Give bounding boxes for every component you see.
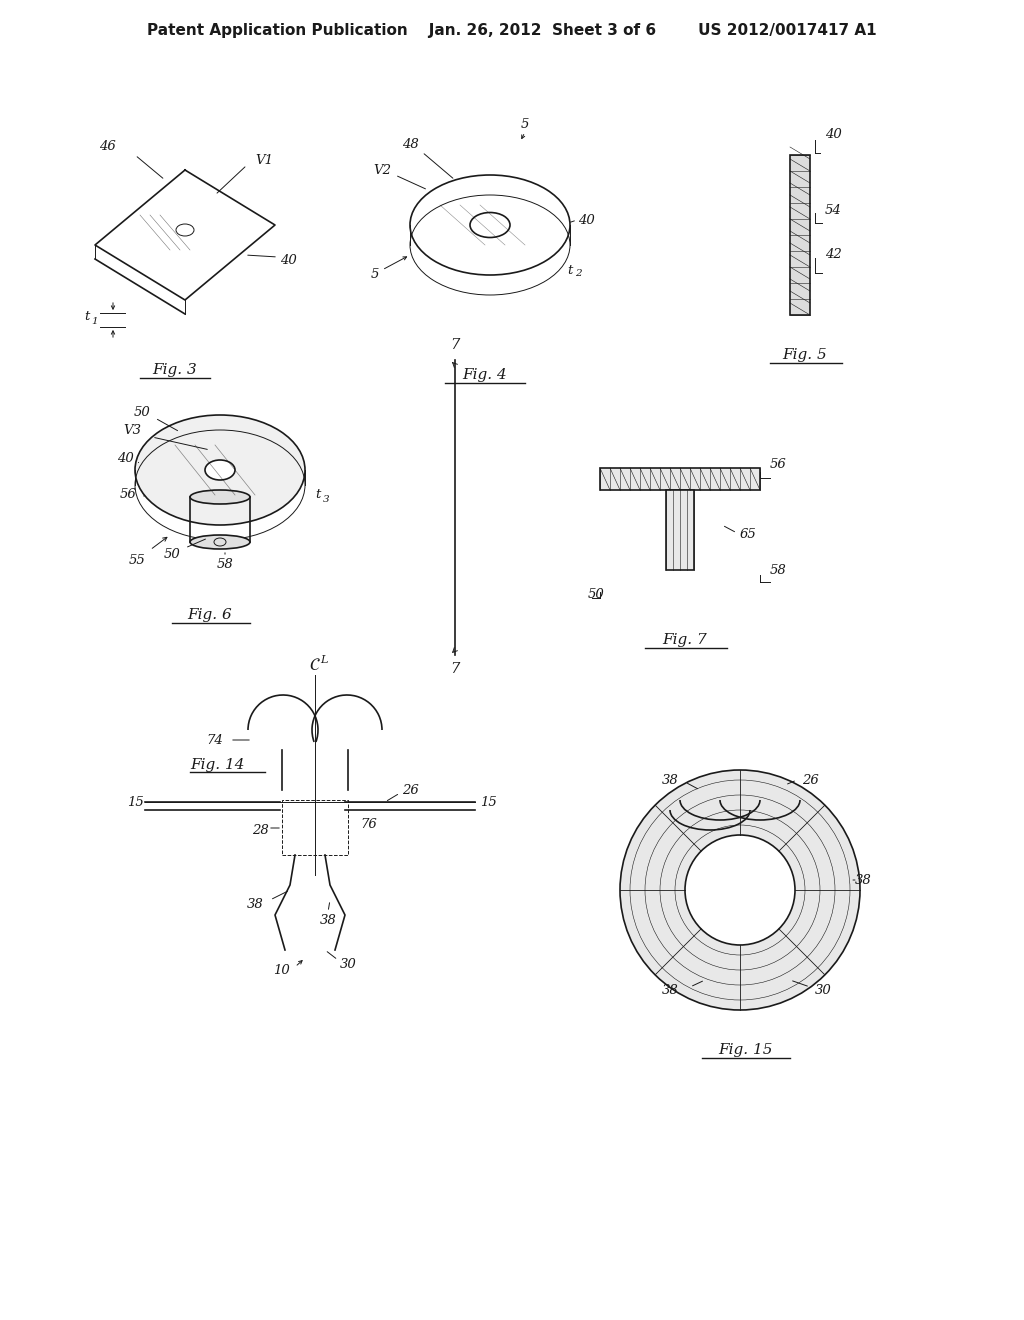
- Ellipse shape: [205, 459, 234, 480]
- Text: 58: 58: [217, 558, 233, 572]
- Text: 5: 5: [371, 268, 379, 281]
- Ellipse shape: [190, 490, 250, 504]
- Text: 28: 28: [252, 824, 268, 837]
- Text: 5: 5: [521, 119, 529, 132]
- Text: Fig. 14: Fig. 14: [190, 758, 245, 772]
- Text: 48: 48: [401, 139, 419, 152]
- Text: Fig. 15: Fig. 15: [718, 1043, 772, 1057]
- Text: Fig. 6: Fig. 6: [187, 609, 232, 622]
- Text: Patent Application Publication    Jan. 26, 2012  Sheet 3 of 6        US 2012/001: Patent Application Publication Jan. 26, …: [147, 22, 877, 37]
- Text: Fig. 3: Fig. 3: [153, 363, 198, 378]
- Text: 38: 38: [319, 913, 337, 927]
- Text: $\mathcal{C}$: $\mathcal{C}$: [309, 656, 321, 675]
- Text: 26: 26: [802, 774, 818, 787]
- Text: 40: 40: [280, 253, 297, 267]
- Text: Fig. 4: Fig. 4: [463, 368, 507, 381]
- Text: 15: 15: [479, 796, 497, 808]
- Text: V2: V2: [373, 164, 391, 177]
- Circle shape: [620, 770, 860, 1010]
- Text: 74: 74: [207, 734, 223, 747]
- Text: 40: 40: [825, 128, 842, 141]
- Ellipse shape: [190, 535, 250, 549]
- Bar: [666, 490, 694, 570]
- Text: t: t: [567, 264, 572, 276]
- Text: 42: 42: [825, 248, 842, 261]
- Text: 26: 26: [401, 784, 419, 796]
- Text: 56: 56: [120, 488, 136, 502]
- Text: 54: 54: [825, 203, 842, 216]
- Text: 1: 1: [92, 317, 98, 326]
- Text: t: t: [84, 310, 90, 323]
- Text: 7: 7: [451, 338, 460, 352]
- Bar: [600, 469, 760, 490]
- Text: 50: 50: [133, 405, 151, 418]
- Text: 40: 40: [117, 451, 133, 465]
- Text: 38: 38: [855, 874, 871, 887]
- Text: 50: 50: [588, 589, 605, 602]
- Text: t: t: [315, 488, 321, 502]
- Text: 46: 46: [98, 140, 116, 153]
- Text: 3: 3: [323, 495, 330, 503]
- Text: 38: 38: [662, 983, 678, 997]
- Text: Fig. 7: Fig. 7: [663, 634, 708, 647]
- Text: 55: 55: [129, 553, 145, 566]
- Text: 65: 65: [740, 528, 757, 541]
- Bar: [790, 154, 810, 315]
- Text: 10: 10: [273, 964, 290, 977]
- Ellipse shape: [135, 414, 305, 525]
- Text: L: L: [321, 655, 328, 665]
- Text: 58: 58: [770, 564, 786, 577]
- Text: 38: 38: [247, 899, 263, 912]
- Text: Fig. 5: Fig. 5: [782, 348, 827, 362]
- Text: 30: 30: [815, 983, 831, 997]
- Text: 15: 15: [127, 796, 143, 808]
- Text: 38: 38: [662, 774, 678, 787]
- Text: V3: V3: [123, 424, 141, 437]
- Text: 2: 2: [574, 269, 582, 279]
- Text: 50: 50: [164, 549, 180, 561]
- Text: 76: 76: [360, 818, 377, 832]
- Text: 7: 7: [451, 663, 460, 676]
- Text: V1: V1: [255, 153, 273, 166]
- Text: 30: 30: [340, 958, 356, 972]
- Bar: [282, 800, 348, 855]
- Circle shape: [685, 836, 795, 945]
- Text: 56: 56: [770, 458, 786, 471]
- Text: 40: 40: [578, 214, 595, 227]
